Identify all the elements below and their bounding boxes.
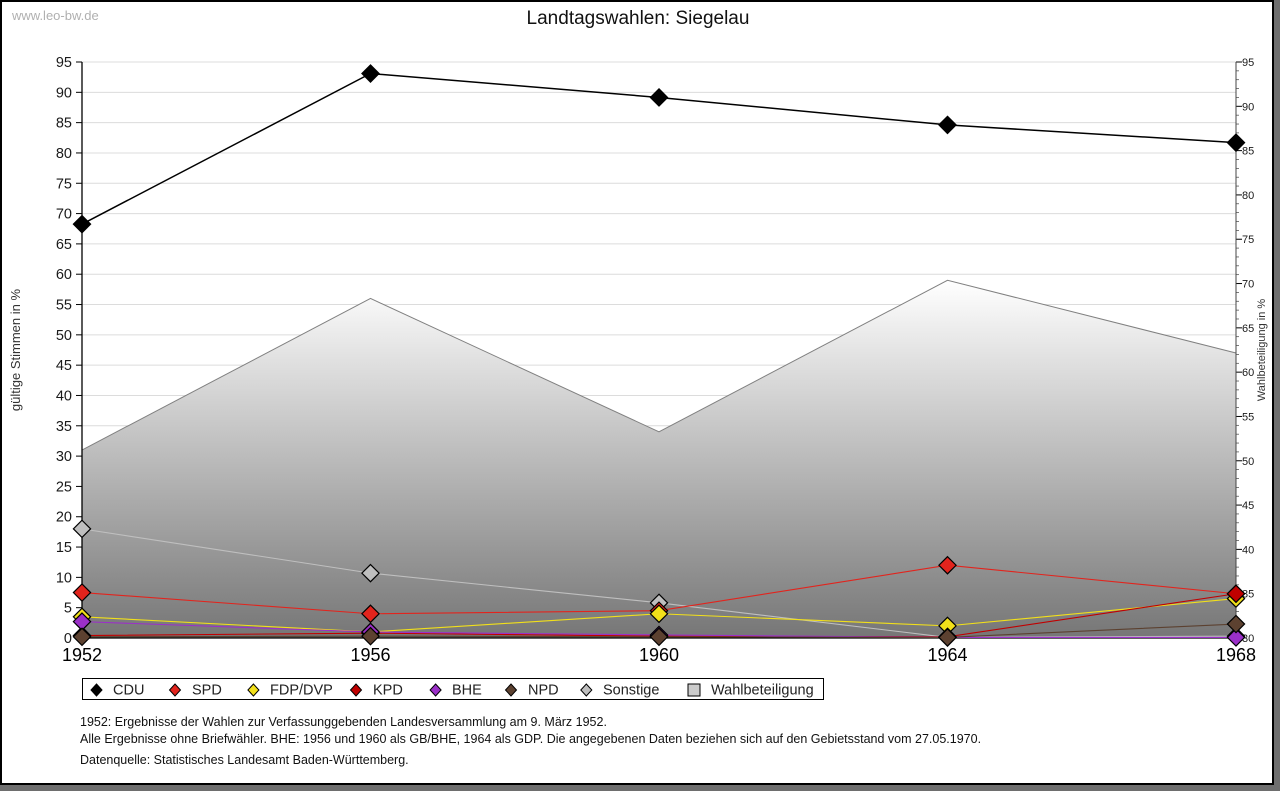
svg-text:50: 50 xyxy=(56,328,72,344)
svg-text:80: 80 xyxy=(1242,190,1254,202)
svg-text:90: 90 xyxy=(1242,101,1254,113)
svg-text:Wahlbeteiligung in %: Wahlbeteiligung in % xyxy=(1256,299,1268,402)
svg-text:CDU: CDU xyxy=(113,683,144,699)
svg-text:75: 75 xyxy=(1242,234,1254,246)
svg-text:1952: 1952 xyxy=(62,645,102,662)
svg-text:70: 70 xyxy=(56,207,72,223)
svg-text:45: 45 xyxy=(1242,500,1254,512)
svg-text:75: 75 xyxy=(56,176,72,192)
svg-text:90: 90 xyxy=(56,85,72,101)
svg-text:NPD: NPD xyxy=(528,683,559,699)
svg-text:70: 70 xyxy=(1242,279,1254,291)
svg-text:1964: 1964 xyxy=(927,645,967,662)
svg-text:15: 15 xyxy=(56,540,72,556)
svg-text:55: 55 xyxy=(56,298,72,314)
svg-text:5: 5 xyxy=(64,601,72,617)
svg-text:Sonstige: Sonstige xyxy=(603,683,659,699)
svg-text:1960: 1960 xyxy=(639,645,679,662)
svg-text:1968: 1968 xyxy=(1216,645,1256,662)
svg-text:30: 30 xyxy=(56,449,72,465)
svg-text:85: 85 xyxy=(56,116,72,132)
svg-text:65: 65 xyxy=(56,237,72,253)
svg-text:FDP/DVP: FDP/DVP xyxy=(270,683,333,699)
svg-text:50: 50 xyxy=(1242,456,1254,468)
svg-text:85: 85 xyxy=(1242,146,1254,158)
svg-text:KPD: KPD xyxy=(373,683,403,699)
svg-text:40: 40 xyxy=(1242,544,1254,556)
svg-text:BHE: BHE xyxy=(452,683,482,699)
svg-text:95: 95 xyxy=(56,55,72,71)
svg-text:25: 25 xyxy=(56,479,72,495)
svg-text:95: 95 xyxy=(1242,57,1254,69)
svg-text:45: 45 xyxy=(56,358,72,374)
svg-text:20: 20 xyxy=(56,510,72,526)
svg-text:40: 40 xyxy=(56,388,72,404)
svg-text:80: 80 xyxy=(56,146,72,162)
svg-text:1956: 1956 xyxy=(350,645,390,662)
svg-text:SPD: SPD xyxy=(192,683,222,699)
svg-text:gültige Stimmen in %: gültige Stimmen in % xyxy=(8,289,23,412)
svg-text:60: 60 xyxy=(56,267,72,283)
svg-text:Wahlbeteiligung: Wahlbeteiligung xyxy=(711,683,814,699)
svg-text:10: 10 xyxy=(56,570,72,586)
svg-text:60: 60 xyxy=(1242,367,1254,379)
svg-text:35: 35 xyxy=(56,419,72,435)
svg-text:55: 55 xyxy=(1242,411,1254,423)
svg-text:65: 65 xyxy=(1242,323,1254,335)
